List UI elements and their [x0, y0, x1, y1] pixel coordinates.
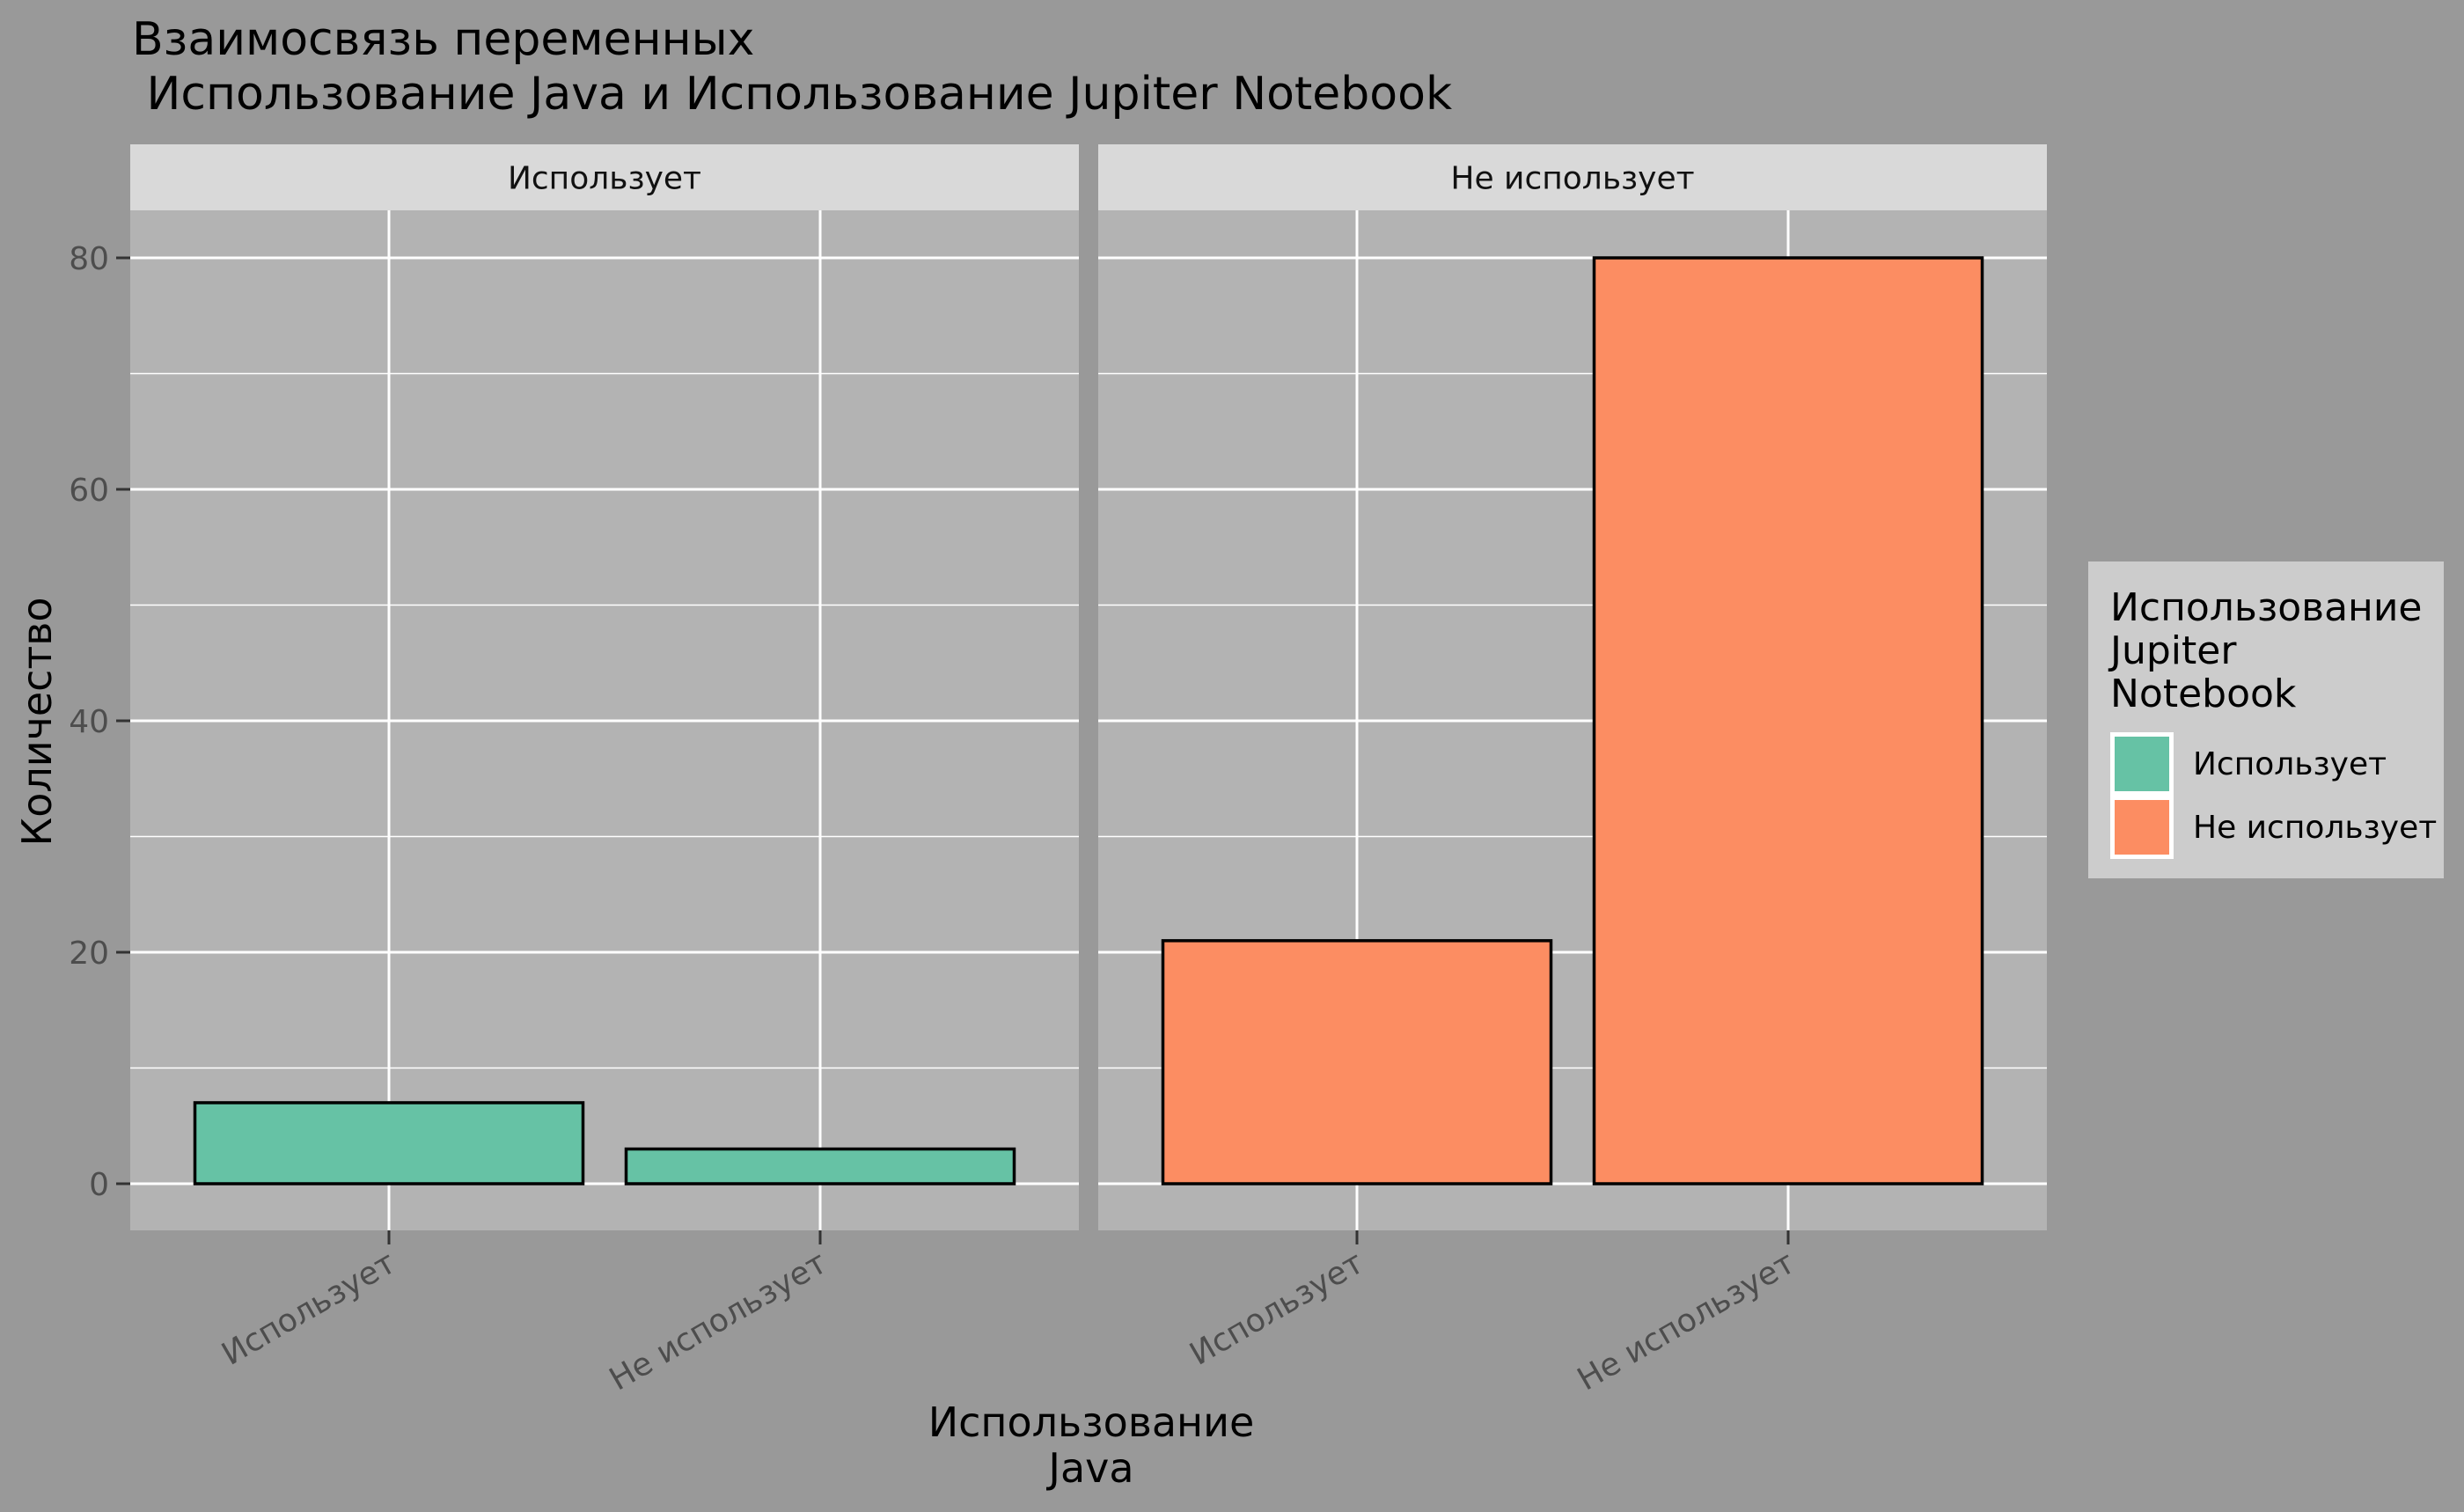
legend: Использование Jupiter Notebook Используе…: [2088, 561, 2444, 878]
y-axis-title: Количество: [13, 598, 61, 847]
legend-items: Использует Не использует: [2110, 732, 2437, 859]
y-tick-label: 40: [69, 704, 109, 740]
legend-label: Использует: [2193, 746, 2387, 782]
facet-panel-2: Не использует: [1098, 144, 2047, 1230]
bar: [1592, 256, 1984, 1185]
facet-panels: Использует Не использует: [130, 144, 2047, 1230]
x-axis-title-line-1: Использование: [928, 1398, 1255, 1446]
legend-title-line-3: Notebook: [2110, 672, 2297, 716]
bar: [193, 1101, 585, 1185]
legend-title-line-2: Jupiter: [2108, 628, 2237, 673]
facet-strip: [1098, 144, 2047, 210]
bar: [624, 1147, 1016, 1185]
y-axis: 0 20 40 60 80: [69, 241, 130, 1203]
y-tick-label: 80: [69, 241, 109, 277]
legend-key: [2115, 737, 2169, 791]
legend-title-line-1: Использование: [2110, 585, 2423, 630]
facet-panel-1: Использует: [130, 144, 1079, 1230]
facet-strip: [130, 144, 1079, 210]
legend-key: [2115, 800, 2169, 855]
facet-strip-label: Не использует: [1450, 161, 1694, 197]
legend-label: Не использует: [2193, 810, 2437, 846]
y-tick-label: 60: [69, 473, 109, 509]
x-axis-title-line-2: Java: [1045, 1444, 1133, 1492]
chart-title-line-1: Взаимосвязь переменных: [132, 13, 754, 66]
y-tick-label: 0: [89, 1167, 109, 1203]
bar: [1161, 939, 1553, 1185]
y-tick-label: 20: [69, 936, 109, 972]
chart-title-line-2: Использование Java и Использование Jupit…: [132, 68, 1452, 121]
facet-strip-label: Использует: [508, 161, 701, 197]
